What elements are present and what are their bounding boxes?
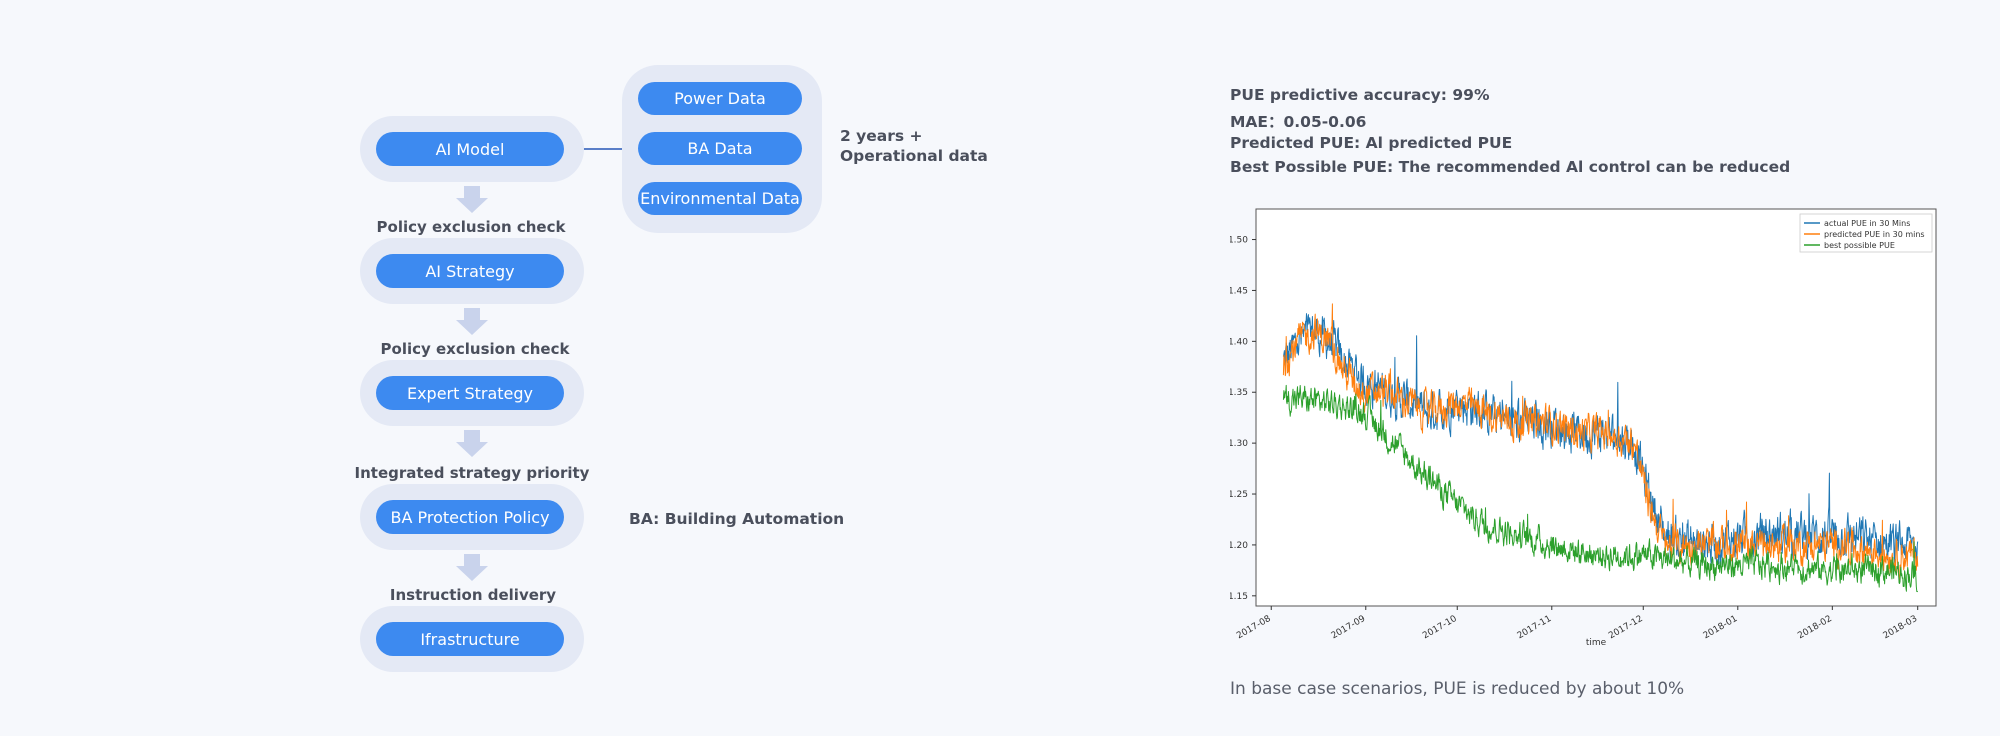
down-arrow-icon bbox=[456, 430, 488, 457]
pue-line-chart: 2017-08 2017-09 2017-10 2017-11 2017-12 2018-… bbox=[1230, 208, 1937, 648]
step-label-policy-exclusion-2: Policy exclusion check bbox=[380, 340, 570, 358]
footer-note: In base case scenarios, PUE is reduced b… bbox=[1230, 679, 1685, 699]
ai-strategy-node: AI Strategy bbox=[376, 254, 564, 288]
environmental-data-node: Environmental Data bbox=[638, 182, 802, 215]
y-tick-label: 1.15 bbox=[1230, 592, 1248, 602]
data-note: 2 years + Operational data bbox=[840, 126, 988, 166]
down-arrow-icon bbox=[456, 554, 488, 581]
legend-label: actual PUE in 30 Mins bbox=[1824, 219, 1910, 228]
data-note-line1: 2 years + bbox=[840, 127, 923, 145]
y-tick-label: 1.35 bbox=[1230, 388, 1248, 398]
ba-data-node: BA Data bbox=[638, 132, 802, 165]
legend-box bbox=[1799, 213, 1933, 253]
x-tick-label: 2017-12 bbox=[1607, 614, 1645, 641]
x-tick-label: 2017-09 bbox=[1330, 614, 1368, 642]
chart-legend: actual PUE in 30 Mins predicted PUE in 30… bbox=[1799, 213, 1933, 253]
y-tick-label: 1.30 bbox=[1230, 439, 1248, 449]
x-tick-label: 2018-03 bbox=[1882, 614, 1920, 641]
infrastructure-node: Ifrastructure bbox=[376, 622, 564, 656]
info-mae: MAE：0.05-0.06 bbox=[1230, 113, 1367, 131]
legend-label: best possible PUE bbox=[1824, 241, 1895, 250]
info-accuracy: PUE predictive accuracy: 99% bbox=[1230, 86, 1490, 104]
down-arrow-icon bbox=[456, 308, 488, 335]
info-best-possible-pue: Best Possible PUE: The recommended Al co… bbox=[1230, 158, 1791, 176]
connector-line bbox=[582, 148, 622, 150]
y-tick-label: 1.20 bbox=[1230, 541, 1248, 551]
series-line-1 bbox=[1282, 303, 1919, 582]
y-tick-label: 1.50 bbox=[1230, 236, 1248, 246]
expert-strategy-node: Expert Strategy bbox=[376, 376, 564, 410]
ba-note: BA: Building Automation bbox=[629, 510, 845, 528]
data-note-line2: Operational data bbox=[840, 147, 988, 165]
ba-protection-node: BA Protection Policy bbox=[376, 500, 564, 534]
down-arrow-icon bbox=[456, 186, 488, 213]
ai-model-node: AI Model bbox=[376, 132, 564, 166]
step-label-policy-exclusion-1: Policy exclusion check bbox=[376, 218, 566, 236]
x-tick-label: 2017-08 bbox=[1235, 614, 1273, 642]
x-tick-label: 2018-01 bbox=[1702, 614, 1740, 641]
y-tick-label: 1.40 bbox=[1230, 337, 1248, 347]
info-predicted-pue: Predicted PUE: Al predicted PUE bbox=[1230, 134, 1513, 152]
series-line-2 bbox=[1282, 384, 1919, 593]
x-tick-label: 2017-11 bbox=[1516, 614, 1554, 641]
legend-label: predicted PUE in 30 mins bbox=[1824, 230, 1925, 239]
x-tick-label: 2018-02 bbox=[1796, 614, 1834, 641]
step-label-integrated-priority: Integrated strategy priority bbox=[354, 464, 590, 482]
y-tick-label: 1.45 bbox=[1230, 286, 1248, 296]
power-data-node: Power Data bbox=[638, 82, 802, 115]
x-tick-label: 2017-10 bbox=[1421, 614, 1459, 642]
x-axis-label: time bbox=[1586, 638, 1607, 648]
step-label-instruction-delivery: Instruction delivery bbox=[389, 586, 557, 604]
y-tick-label: 1.25 bbox=[1230, 490, 1248, 500]
